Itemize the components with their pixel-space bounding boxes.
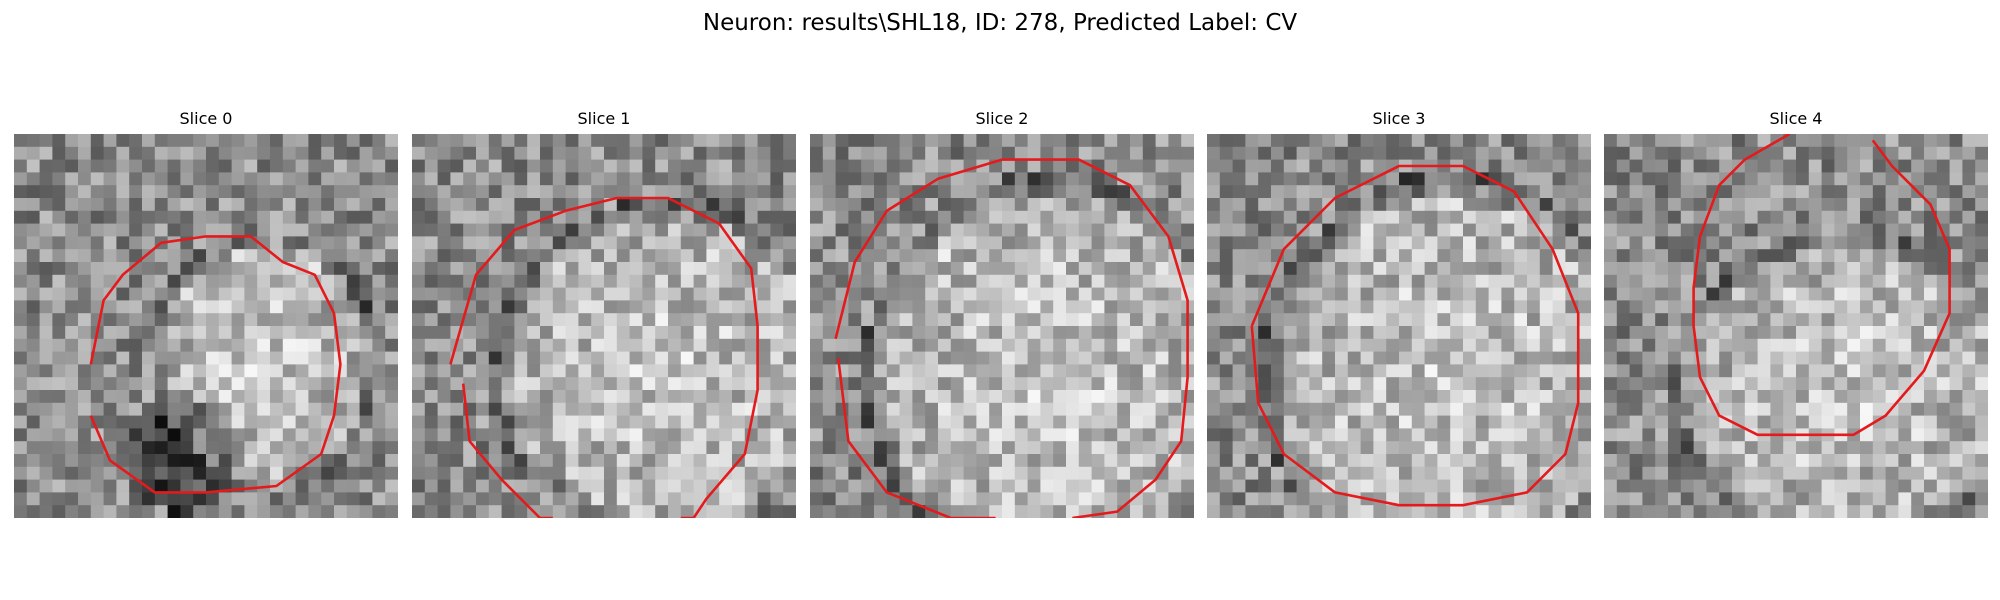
slice-title: Slice 3 — [1207, 108, 1591, 130]
slice-title: Slice 1 — [412, 108, 796, 130]
slice-title: Slice 4 — [1604, 108, 1988, 130]
slice-image — [14, 134, 398, 518]
slice-image — [810, 134, 1194, 518]
slice-title: Slice 0 — [14, 108, 398, 130]
slice-image — [412, 134, 796, 518]
slice-title: Slice 2 — [810, 108, 1194, 130]
figure-title: Neuron: results\SHL18, ID: 278, Predicte… — [0, 6, 2000, 40]
slice-image — [1207, 134, 1591, 518]
slice-image — [1604, 134, 1988, 518]
